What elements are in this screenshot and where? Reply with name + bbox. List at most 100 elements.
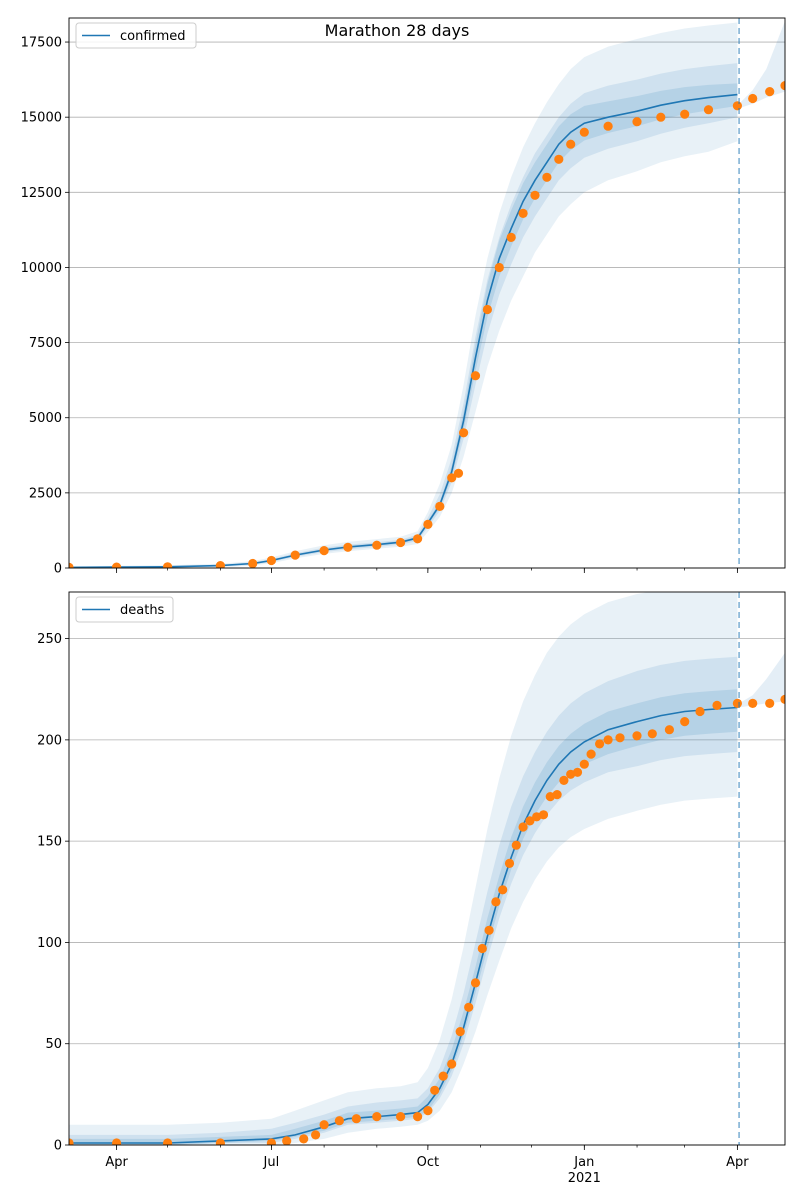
y-tick-label: 5000 bbox=[29, 411, 62, 426]
legend-box bbox=[75, 596, 174, 623]
observed-point bbox=[282, 1136, 292, 1145]
observed-point bbox=[552, 790, 562, 800]
y-tick-label: 2500 bbox=[29, 486, 62, 501]
y-tick-label: 15000 bbox=[21, 111, 62, 126]
y-tick-label: 12500 bbox=[21, 186, 62, 201]
observed-point bbox=[603, 121, 613, 131]
y-tick-label: 50 bbox=[45, 1037, 62, 1052]
observed-point bbox=[311, 1130, 321, 1140]
observed-point bbox=[780, 694, 785, 704]
x-tick-label: Oct bbox=[417, 1155, 439, 1170]
y-tick-label: 0 bbox=[54, 1139, 62, 1154]
observed-point bbox=[615, 733, 625, 743]
observed-point bbox=[343, 542, 353, 552]
observed-point bbox=[506, 232, 516, 242]
observed-point bbox=[334, 1116, 344, 1126]
observed-point bbox=[559, 775, 569, 786]
observed-point bbox=[447, 473, 457, 483]
observed-point bbox=[470, 371, 481, 381]
observed-point bbox=[266, 555, 276, 566]
confidence-band-middle bbox=[69, 63, 738, 568]
observed-point bbox=[464, 1002, 474, 1012]
observed-point bbox=[511, 840, 521, 850]
y-tick-label: 0 bbox=[54, 562, 62, 577]
observed-point bbox=[163, 1138, 173, 1145]
observed-point bbox=[215, 561, 225, 568]
observed-point bbox=[69, 562, 74, 568]
observed-point bbox=[525, 816, 535, 826]
observed-point bbox=[351, 1114, 361, 1124]
y-tick-label: 7500 bbox=[29, 336, 62, 351]
plot-frame bbox=[68, 591, 786, 1146]
observed-point bbox=[780, 81, 785, 91]
observed-point bbox=[163, 562, 173, 568]
y-tick-label: 10000 bbox=[21, 261, 62, 276]
observed-point bbox=[459, 428, 469, 438]
plot-data bbox=[69, 21, 785, 568]
observed-point bbox=[484, 925, 494, 935]
observed-point bbox=[765, 87, 775, 97]
observed-point bbox=[430, 1085, 440, 1095]
observed-point bbox=[579, 759, 589, 769]
observed-point bbox=[112, 1138, 122, 1145]
observed-point bbox=[554, 154, 564, 164]
observed-point bbox=[319, 546, 329, 556]
observed-point bbox=[680, 109, 690, 119]
confirmed-panel: 0 2500 5000 7500 10000 12500 15000 17500 confirm… bbox=[21, 17, 786, 577]
observed-point bbox=[447, 1059, 457, 1069]
observed-point bbox=[703, 105, 714, 115]
observed-point bbox=[396, 1112, 406, 1122]
legend-label: confirmed bbox=[120, 29, 186, 44]
observed-point bbox=[518, 208, 528, 218]
legend-label: deaths bbox=[120, 603, 165, 618]
y-tick-label: 17500 bbox=[21, 36, 62, 51]
observed-point bbox=[572, 767, 583, 777]
observed-point bbox=[248, 558, 258, 568]
observed-point bbox=[579, 127, 589, 137]
observed-point bbox=[491, 897, 501, 907]
observed-point bbox=[504, 858, 515, 869]
observed-point bbox=[498, 885, 508, 895]
observed-point bbox=[423, 1106, 433, 1116]
plot-data bbox=[69, 592, 785, 1145]
observed-point bbox=[566, 139, 576, 149]
x-tick-label: Jul bbox=[263, 1155, 280, 1170]
observed-point bbox=[69, 1138, 74, 1145]
y-tick-label: 200 bbox=[37, 733, 62, 748]
observed-point bbox=[632, 731, 642, 741]
observed-point bbox=[112, 562, 122, 568]
observed-point bbox=[215, 1138, 225, 1145]
observed-point bbox=[470, 978, 481, 988]
x-tick-label: Apr bbox=[105, 1155, 128, 1170]
observed-point bbox=[603, 735, 613, 745]
x-tick-label: Jan bbox=[573, 1155, 594, 1170]
observed-point bbox=[494, 262, 504, 273]
observed-point bbox=[319, 1120, 329, 1130]
x-tick-label: Apr bbox=[726, 1155, 749, 1170]
observed-point bbox=[372, 540, 382, 550]
observed-point bbox=[299, 1134, 309, 1144]
observed-point bbox=[712, 700, 722, 711]
observed-point bbox=[765, 698, 775, 709]
observed-point bbox=[453, 468, 464, 478]
observed-point bbox=[664, 725, 675, 735]
observed-point bbox=[732, 101, 743, 111]
observed-point bbox=[266, 1138, 276, 1145]
observed-point bbox=[695, 706, 705, 717]
confidence-band-inner bbox=[69, 689, 738, 1145]
confidence-band-outer bbox=[69, 22, 738, 568]
observed-point bbox=[290, 550, 300, 560]
observed-point bbox=[656, 112, 666, 122]
observed-point bbox=[732, 698, 743, 709]
forecast-band bbox=[739, 652, 785, 708]
observed-point bbox=[413, 1112, 423, 1122]
observed-point bbox=[542, 172, 552, 182]
plot-frame bbox=[68, 17, 786, 569]
observed-point bbox=[413, 534, 423, 544]
y-tick-label: 100 bbox=[37, 936, 62, 951]
x-tick-sublabel: 2021 bbox=[568, 1171, 601, 1186]
observed-point bbox=[748, 698, 758, 709]
observed-point bbox=[455, 1027, 465, 1037]
